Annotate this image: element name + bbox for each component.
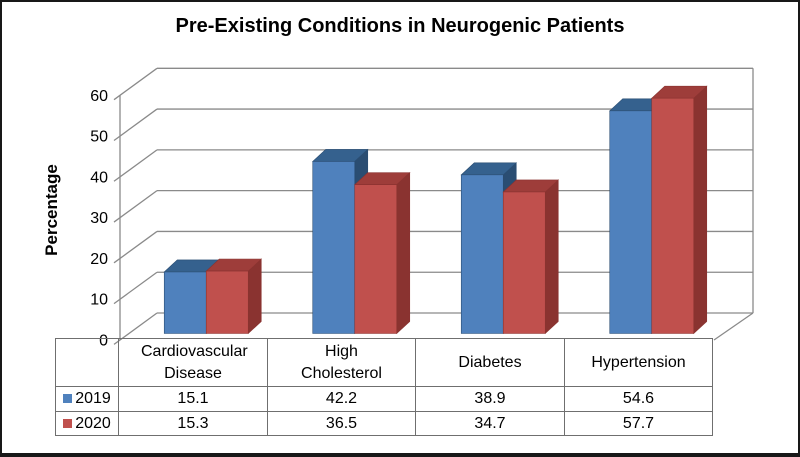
svg-text:60: 60 xyxy=(90,88,108,105)
value-2019-cardiovascular: 15.1 xyxy=(118,386,268,412)
value-2019-cholesterol: 42.2 xyxy=(267,386,416,412)
svg-text:50: 50 xyxy=(90,129,108,146)
series-label-2020: 2020 xyxy=(75,414,111,432)
category-header-row: Cardiovascular Disease High Cholesterol … xyxy=(55,338,713,387)
legend-key-2020-icon xyxy=(63,418,73,428)
svg-text:10: 10 xyxy=(90,292,108,309)
legend-key-2019-icon xyxy=(63,394,73,403)
value-2019-hypertension: 54.6 xyxy=(564,386,713,412)
series-label-2019: 2019 xyxy=(75,390,111,407)
category-label-cardiovascular-disease: Cardiovascular Disease xyxy=(118,338,268,387)
series-row-2019: 2019 15.1 42.2 38.9 54.6 xyxy=(55,386,713,412)
data-table: Cardiovascular Disease High Cholesterol … xyxy=(55,338,713,436)
svg-text:20: 20 xyxy=(90,251,108,268)
value-2020-diabetes: 34.7 xyxy=(415,411,565,436)
category-label-diabetes: Diabetes xyxy=(415,338,565,387)
bars-2020 xyxy=(205,85,708,335)
value-2020-cardiovascular: 15.3 xyxy=(118,411,268,436)
axis-frame xyxy=(119,68,754,341)
chart-title: Pre-Existing Conditions in Neurogenic Pa… xyxy=(175,15,625,37)
legend-cell-2019: 2019 xyxy=(55,386,119,412)
category-label-high-cholesterol: High Cholesterol xyxy=(267,338,416,387)
series-row-2020: 2020 15.3 36.5 34.7 57.7 xyxy=(55,411,713,436)
value-2020-cholesterol: 36.5 xyxy=(267,411,416,436)
value-2020-hypertension: 57.7 xyxy=(564,411,713,436)
value-2019-diabetes: 38.9 xyxy=(415,386,565,412)
legend-cell-2020: 2020 xyxy=(55,411,119,436)
svg-text:30: 30 xyxy=(90,210,108,227)
svg-text:40: 40 xyxy=(90,169,108,186)
legend-spacer-cell xyxy=(55,338,119,387)
category-label-hypertension: Hypertension xyxy=(564,338,713,387)
